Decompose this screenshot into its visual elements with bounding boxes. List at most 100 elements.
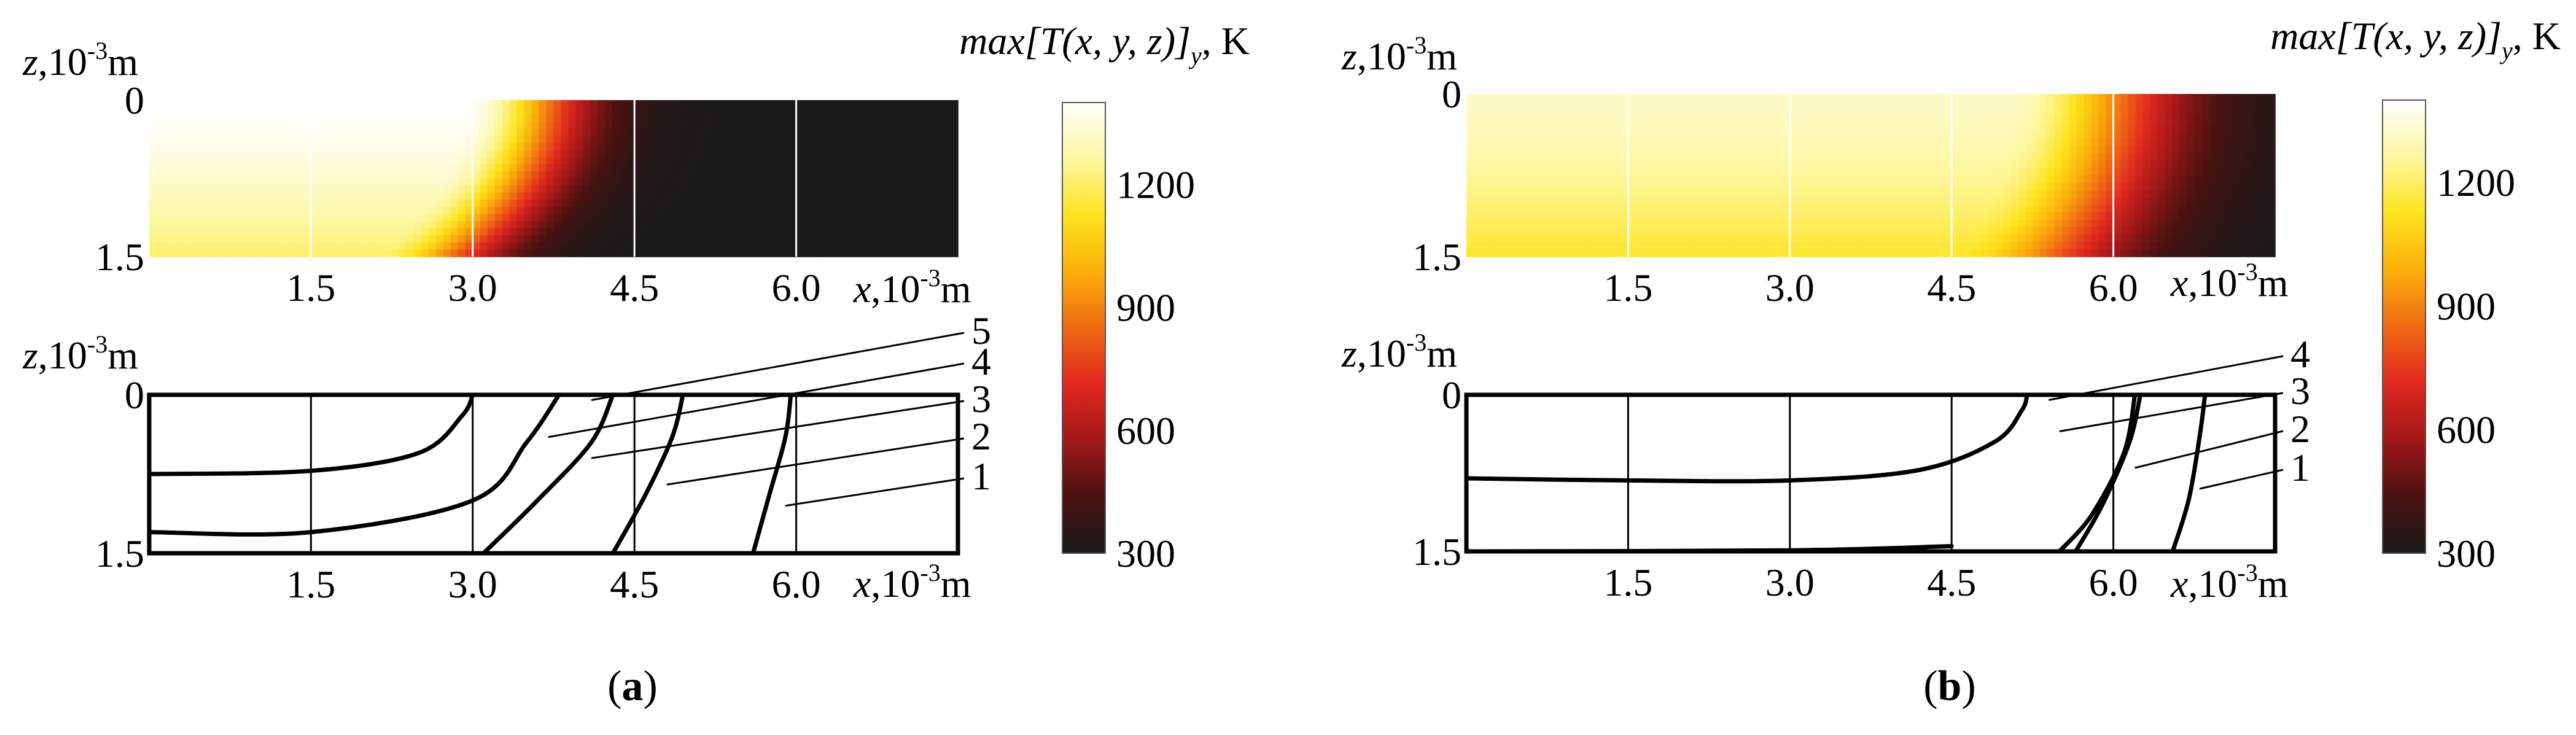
- heatmap-cell: [1966, 160, 1974, 169]
- heatmap-cell: [362, 235, 370, 243]
- heatmap-cell: [340, 157, 349, 165]
- heatmap-cell: [752, 206, 760, 215]
- heatmap-cell: [1848, 249, 1857, 257]
- heatmap-cell: [407, 178, 414, 186]
- heatmap-cell: [928, 249, 936, 257]
- heatmap-cell: [222, 185, 231, 193]
- heatmap-cell: [1672, 160, 1681, 169]
- heatmap-cell: [583, 114, 591, 122]
- heatmap-cell: [1547, 182, 1555, 191]
- heatmap-cell: [1996, 241, 2004, 250]
- heatmap-cell: [472, 171, 481, 179]
- heatmap-cell: [2216, 219, 2224, 228]
- heatmap-cell: [693, 164, 701, 172]
- heatmap-cell: [185, 185, 194, 193]
- heatmap-cell: [252, 107, 260, 115]
- heatmap-cell: [502, 150, 510, 158]
- heatmap-cell: [2201, 168, 2210, 176]
- heatmap-cell: [899, 164, 907, 172]
- heatmap-cell: [274, 214, 282, 222]
- heatmap-cell: [597, 164, 606, 172]
- heatmap-cell: [502, 221, 510, 229]
- heatmap-cell: [1797, 138, 1805, 147]
- heatmap-cell: [2025, 234, 2033, 243]
- heatmap-cell: [774, 157, 782, 165]
- heatmap-cell: [840, 150, 849, 158]
- heatmap-cell: [2268, 168, 2276, 176]
- heatmap-cell: [509, 178, 518, 186]
- heatmap-cell: [1665, 212, 1673, 220]
- heatmap-cell: [847, 171, 856, 179]
- heatmap-cell: [1539, 175, 1548, 184]
- heatmap-cell: [1598, 168, 1607, 176]
- heatmap-cell: [1848, 94, 1857, 102]
- heatmap-cell: [1745, 131, 1754, 139]
- heatmap-cell: [296, 221, 305, 229]
- heatmap-cell: [1569, 190, 1578, 198]
- heatmap-cell: [2098, 168, 2107, 176]
- heatmap-cell: [1532, 241, 1541, 250]
- heatmap-cell: [237, 114, 246, 122]
- heatmap-cell: [1782, 131, 1791, 139]
- heatmap-cell: [590, 221, 599, 229]
- heatmap-cell: [656, 100, 664, 108]
- heatmap-cell: [671, 121, 679, 130]
- heatmap-cell: [311, 157, 319, 165]
- x-axis-label-con-1: x,10-3m: [2170, 559, 2289, 605]
- heatmap-cell: [311, 164, 319, 172]
- heatmap-cell: [2054, 116, 2063, 124]
- heatmap-cell: [1959, 212, 1967, 220]
- heatmap-cell: [2106, 123, 2114, 132]
- heatmap-cell: [1929, 175, 1938, 184]
- heatmap-cell: [781, 185, 790, 193]
- heatmap-cell: [399, 150, 407, 158]
- heatmap-cell: [2157, 160, 2166, 169]
- callout-line-5: [591, 332, 965, 402]
- heatmap-cell: [1826, 241, 1835, 250]
- heatmap-cell: [1753, 190, 1761, 198]
- heatmap-cell: [737, 100, 745, 108]
- heatmap-cell: [370, 249, 378, 257]
- heatmap-cell: [1834, 219, 1842, 228]
- heatmap-cell: [1672, 190, 1681, 198]
- heatmap-cell: [811, 228, 819, 236]
- heatmap-cell: [597, 135, 606, 144]
- heatmap-cell: [208, 164, 216, 172]
- heatmap-cell: [1709, 116, 1717, 124]
- heatmap-cell: [553, 128, 562, 136]
- heatmap-cell: [208, 142, 216, 150]
- heatmap-cell: [1731, 204, 1739, 213]
- heatmap-cell: [2253, 116, 2261, 124]
- heatmap-cell: [2187, 197, 2195, 206]
- heatmap-cell: [766, 221, 775, 229]
- heatmap-cell: [1539, 146, 1548, 154]
- heatmap-cell: [2224, 234, 2232, 243]
- heatmap-cell: [502, 178, 510, 186]
- heatmap-cell: [200, 249, 209, 257]
- heatmap-cell: [178, 142, 187, 150]
- heatmap-cell: [289, 128, 297, 136]
- heatmap-cell: [281, 135, 290, 144]
- heatmap-cell: [796, 107, 804, 115]
- heatmap-cell: [1878, 204, 1886, 213]
- heatmap-cell: [303, 107, 312, 115]
- heatmap-cell: [1760, 160, 1769, 169]
- heatmap-cell: [163, 114, 172, 122]
- heatmap-cell: [457, 121, 466, 130]
- heatmap-cell: [2209, 219, 2217, 228]
- heatmap-cell: [575, 221, 584, 229]
- heatmap-cell: [693, 150, 701, 158]
- heatmap-cell: [2091, 241, 2099, 250]
- heatmap-cell: [1922, 249, 1931, 257]
- heatmap-cell: [443, 228, 451, 236]
- heatmap-cell: [620, 206, 628, 215]
- heatmap-cell: [1554, 168, 1563, 176]
- heatmap-cell: [340, 214, 349, 222]
- heatmap-cell: [163, 171, 172, 179]
- heatmap-cell: [906, 192, 914, 201]
- heatmap-cell: [2010, 168, 2018, 176]
- heatmap-cell: [1841, 234, 1850, 243]
- heatmap-cell: [2231, 146, 2239, 154]
- heatmap-cell: [1576, 101, 1585, 109]
- heatmap-cell: [2098, 131, 2107, 139]
